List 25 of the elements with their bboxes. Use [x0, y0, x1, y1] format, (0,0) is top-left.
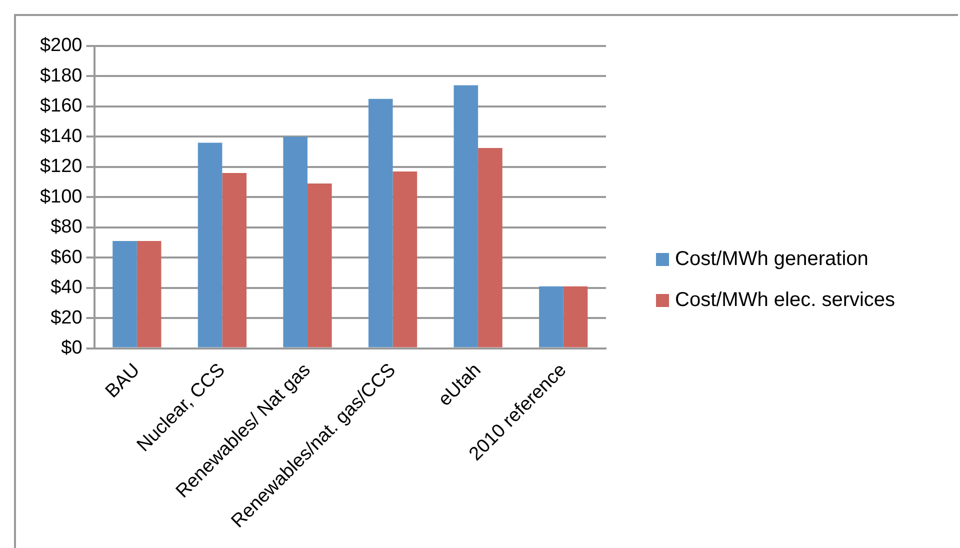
- y-tick-label: $140: [40, 126, 82, 147]
- y-tick-label: $100: [40, 186, 82, 208]
- y-tick-label: $160: [40, 96, 82, 117]
- y-tick-label: $40: [50, 277, 82, 298]
- bar: [539, 286, 564, 348]
- bar: [368, 98, 393, 348]
- y-tick-label: $80: [50, 216, 82, 238]
- y-tick-label: $0: [61, 338, 82, 359]
- legend-label: Cost/MWh generation: [675, 248, 868, 271]
- bar: [392, 171, 418, 348]
- bar: [222, 172, 247, 348]
- y-tick-label: $180: [40, 65, 82, 86]
- bar: [136, 240, 162, 348]
- bar: [307, 184, 332, 348]
- bar: [198, 142, 222, 348]
- bar: [112, 240, 137, 348]
- legend-label: Cost/MWh elec. services: [675, 289, 896, 312]
- y-tick-label: $60: [50, 246, 82, 268]
- bar: [563, 286, 588, 348]
- y-tick-label: $200: [40, 35, 82, 56]
- bar: [454, 85, 478, 348]
- y-tick-label: $120: [40, 156, 82, 178]
- bar: [283, 136, 308, 348]
- bar: [478, 148, 502, 348]
- y-tick-label: $20: [50, 307, 82, 328]
